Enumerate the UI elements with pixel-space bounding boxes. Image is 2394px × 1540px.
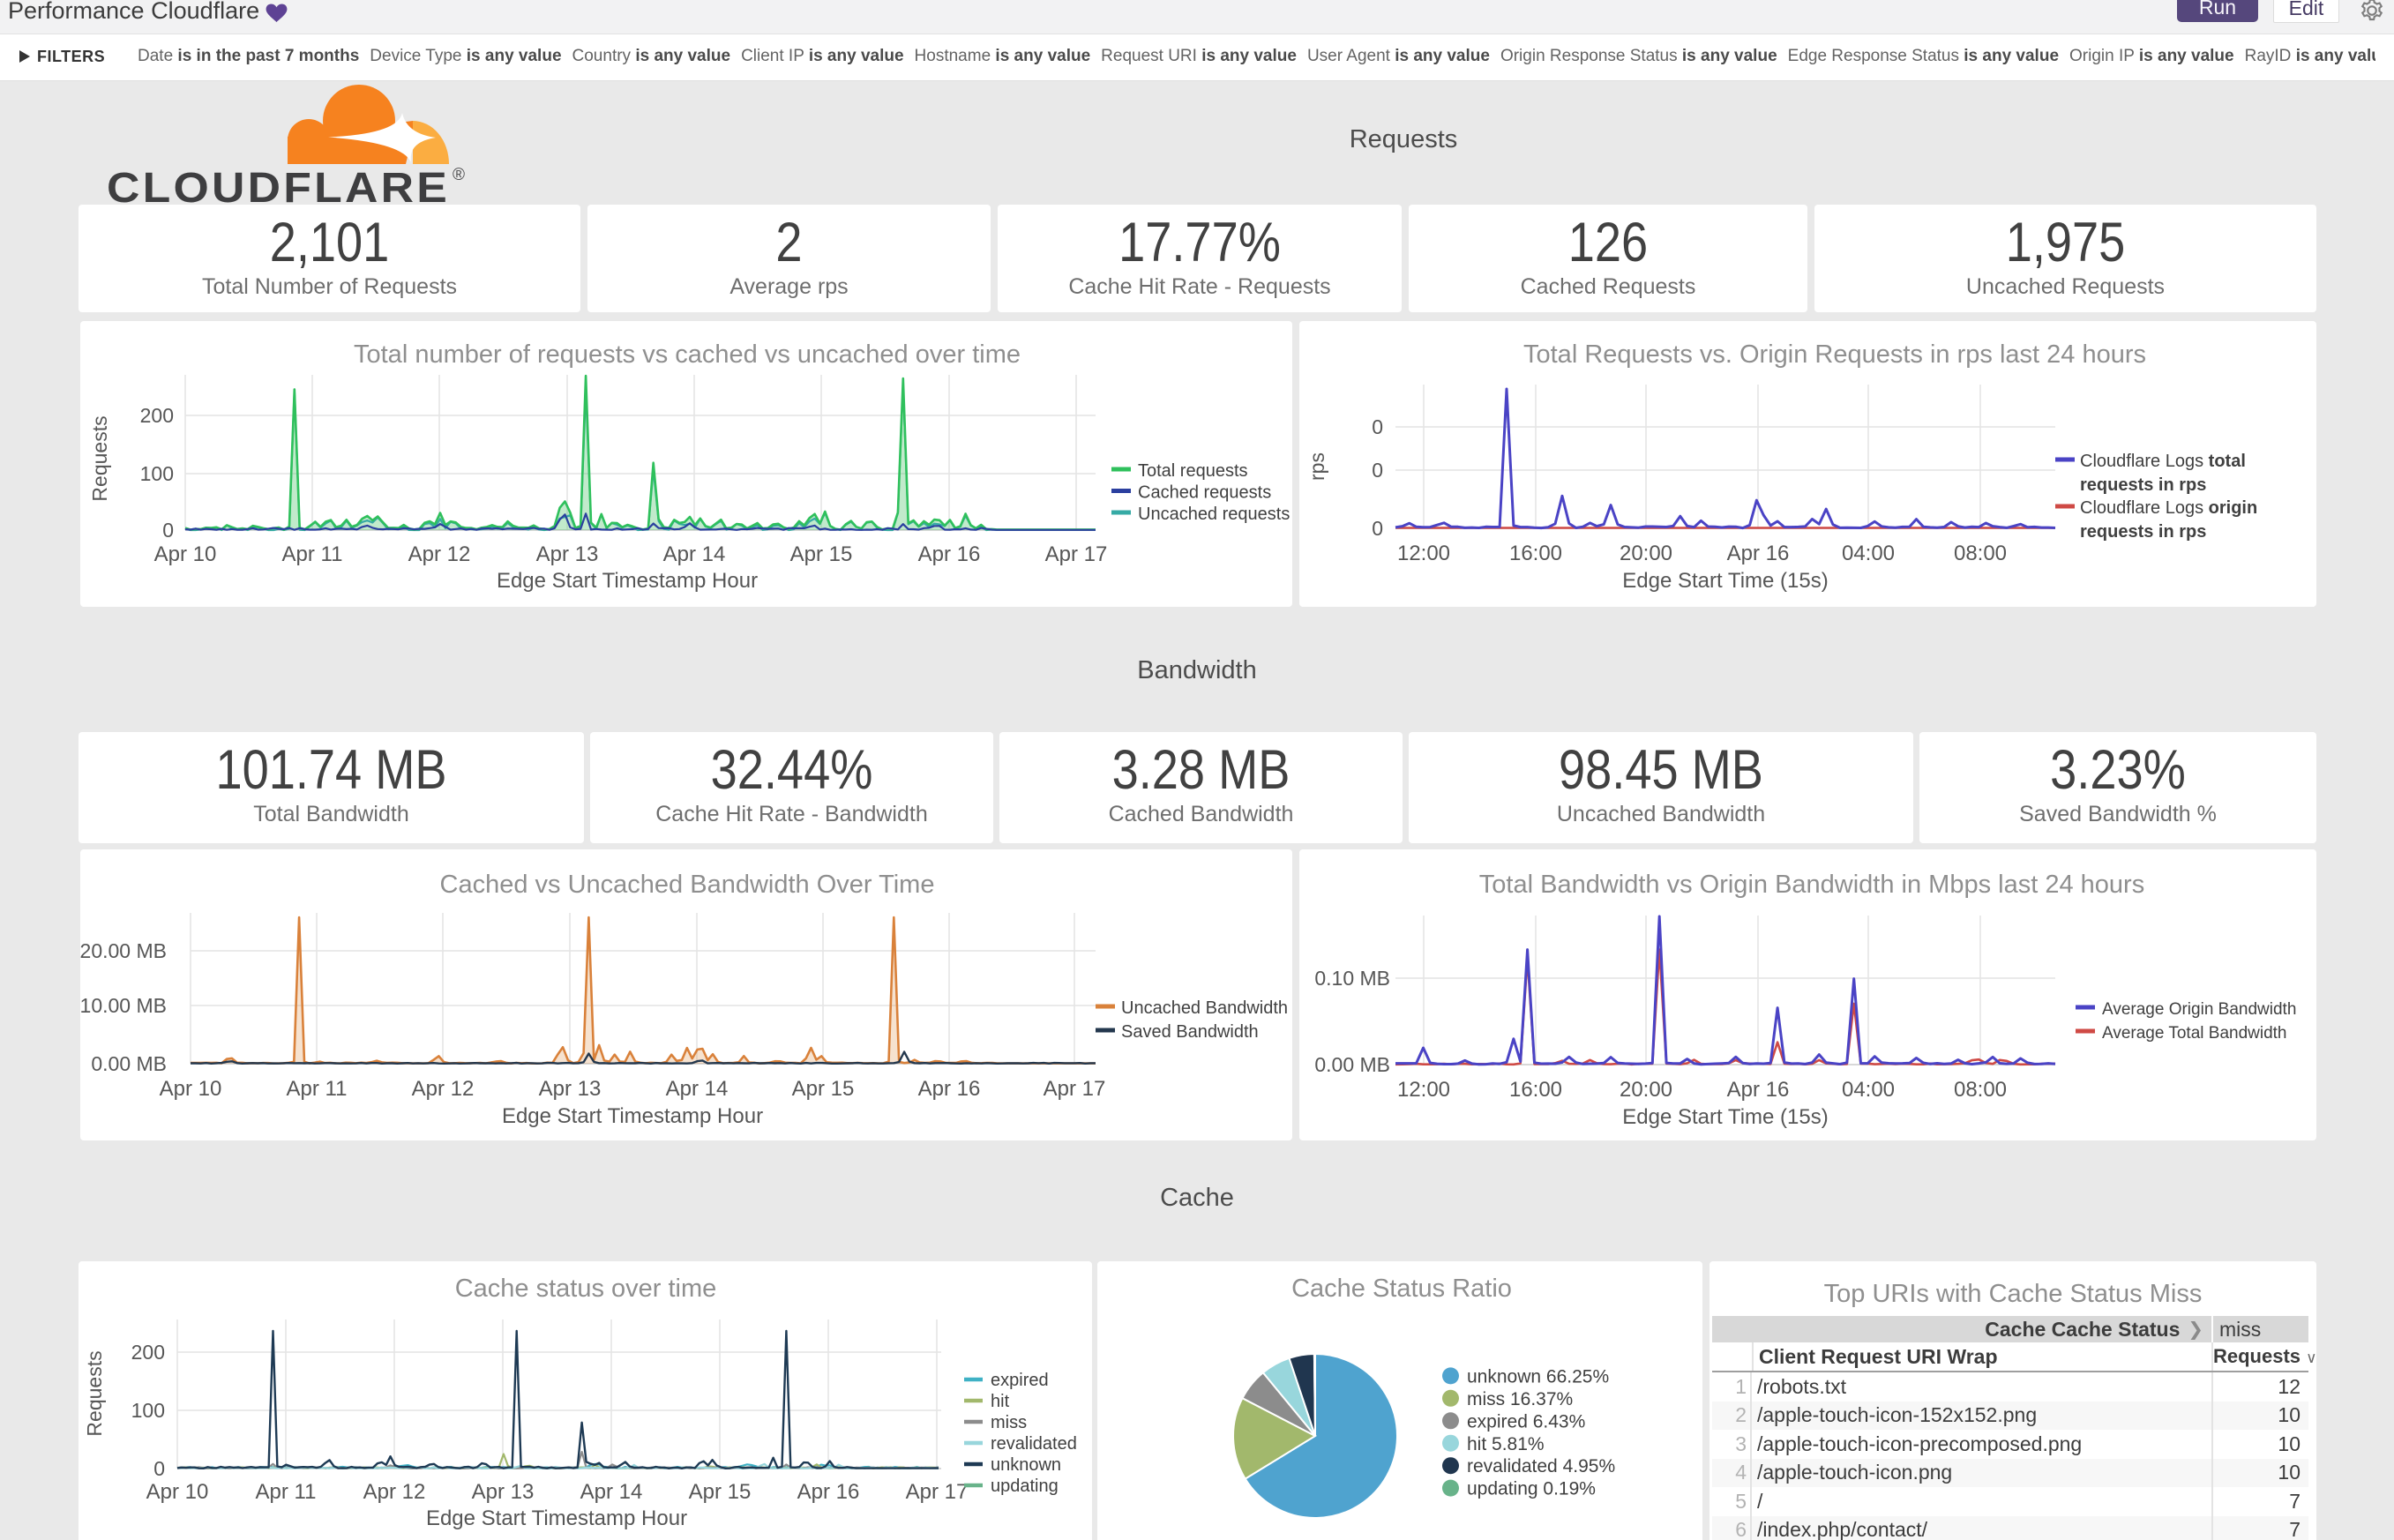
svg-text:Apr 13: Apr 13 <box>472 1480 535 1504</box>
svg-text:Apr 10: Apr 10 <box>146 1480 209 1504</box>
svg-text:Apr 11: Apr 11 <box>287 1077 348 1101</box>
svg-text:Apr 12: Apr 12 <box>408 542 471 566</box>
svg-text:Uncached Bandwidth: Uncached Bandwidth <box>1121 998 1288 1018</box>
svg-text:20.00 MB: 20.00 MB <box>80 939 167 962</box>
svg-text:Edge Start Timestamp Hour: Edge Start Timestamp Hour <box>497 569 758 593</box>
svg-text:Cloudflare Logs total: Cloudflare Logs total <box>2080 452 2246 471</box>
svg-text:Apr 12: Apr 12 <box>363 1480 426 1504</box>
svg-text:100: 100 <box>131 1399 165 1422</box>
svg-text:16:00: 16:00 <box>1509 1078 1562 1102</box>
svg-text:updating: updating <box>991 1476 1059 1496</box>
svg-text:Apr 10: Apr 10 <box>154 542 217 566</box>
svg-text:04:00: 04:00 <box>1842 1078 1895 1102</box>
svg-text:0: 0 <box>162 519 174 542</box>
svg-text:Apr 15: Apr 15 <box>790 542 853 566</box>
svg-text:Average Total Bandwidth: Average Total Bandwidth <box>2102 1024 2287 1043</box>
svg-text:Apr 17: Apr 17 <box>1045 542 1108 566</box>
svg-text:requests in rps: requests in rps <box>2080 475 2206 495</box>
svg-text:20:00: 20:00 <box>1620 542 1672 565</box>
svg-text:0: 0 <box>1372 459 1383 482</box>
svg-text:rps: rps <box>1305 452 1328 481</box>
svg-text:Cached requests: Cached requests <box>1138 483 1271 503</box>
svg-text:Edge Start Timestamp Hour: Edge Start Timestamp Hour <box>502 1104 763 1128</box>
svg-text:Apr 13: Apr 13 <box>539 1077 602 1101</box>
svg-text:10.00 MB: 10.00 MB <box>80 994 167 1017</box>
svg-text:Cache Status Ratio: Cache Status Ratio <box>1291 1275 1512 1303</box>
svg-text:Requests: Requests <box>88 415 111 501</box>
svg-text:Apr 14: Apr 14 <box>666 1077 729 1101</box>
svg-text:Total number of requests vs ca: Total number of requests vs cached vs un… <box>354 340 1021 369</box>
svg-text:unknown: unknown <box>991 1455 1061 1475</box>
svg-text:Average Origin Bandwidth: Average Origin Bandwidth <box>2102 1000 2296 1019</box>
svg-text:Apr 16: Apr 16 <box>1727 1078 1790 1102</box>
svg-text:20:00: 20:00 <box>1620 1078 1672 1102</box>
svg-text:Apr 16: Apr 16 <box>918 542 981 566</box>
svg-text:Apr 12: Apr 12 <box>412 1077 475 1101</box>
svg-text:Saved Bandwidth: Saved Bandwidth <box>1121 1022 1259 1042</box>
svg-text:100: 100 <box>140 462 174 485</box>
svg-text:miss: miss <box>991 1413 1027 1432</box>
svg-text:CLOUDFLARE: CLOUDFLARE <box>107 165 450 212</box>
svg-text:Apr 15: Apr 15 <box>689 1480 752 1504</box>
svg-text:Apr 16: Apr 16 <box>797 1480 860 1504</box>
svg-text:unknown 66.25%: unknown 66.25% <box>1467 1366 1609 1387</box>
svg-text:Apr 16: Apr 16 <box>918 1077 981 1101</box>
svg-text:Total Requests vs. Origin Requ: Total Requests vs. Origin Requests in rp… <box>1523 340 2146 369</box>
svg-text:hit 5.81%: hit 5.81% <box>1467 1434 1545 1454</box>
svg-text:Apr 11: Apr 11 <box>256 1480 317 1504</box>
svg-text:Apr 17: Apr 17 <box>1044 1077 1106 1101</box>
svg-text:hit: hit <box>991 1392 1010 1411</box>
svg-text:0: 0 <box>1372 415 1383 438</box>
svg-text:Cached vs Uncached Bandwidth O: Cached vs Uncached Bandwidth Over Time <box>440 871 935 899</box>
svg-text:08:00: 08:00 <box>1954 542 2007 565</box>
svg-text:revalidated 4.95%: revalidated 4.95% <box>1467 1456 1615 1476</box>
svg-text:Apr 17: Apr 17 <box>906 1480 969 1504</box>
svg-text:updating 0.19%: updating 0.19% <box>1467 1479 1596 1499</box>
svg-text:Cloudflare Logs origin: Cloudflare Logs origin <box>2080 498 2257 518</box>
svg-text:Apr 13: Apr 13 <box>536 542 599 566</box>
svg-text:Requests: Requests <box>83 1350 106 1436</box>
svg-text:Apr 10: Apr 10 <box>160 1077 222 1101</box>
svg-text:Uncached requests: Uncached requests <box>1138 505 1290 524</box>
svg-text:Apr 11: Apr 11 <box>282 542 343 566</box>
svg-text:200: 200 <box>140 404 174 427</box>
svg-text:expired: expired <box>991 1371 1049 1390</box>
svg-text:Apr 14: Apr 14 <box>663 542 726 566</box>
svg-text:0: 0 <box>1372 517 1383 540</box>
svg-text:Apr 15: Apr 15 <box>792 1077 855 1101</box>
svg-text:Edge Start Time (15s): Edge Start Time (15s) <box>1622 1105 1828 1129</box>
svg-text:0.00 MB: 0.00 MB <box>1314 1053 1390 1076</box>
svg-text:0.10 MB: 0.10 MB <box>1314 967 1390 990</box>
svg-text:expired 6.43%: expired 6.43% <box>1467 1411 1585 1432</box>
svg-text:revalidated: revalidated <box>991 1434 1077 1454</box>
svg-text:Edge Start Timestamp Hour: Edge Start Timestamp Hour <box>426 1506 687 1530</box>
svg-text:0.00 MB: 0.00 MB <box>91 1052 167 1075</box>
svg-text:12:00: 12:00 <box>1397 1078 1450 1102</box>
svg-text:12:00: 12:00 <box>1397 542 1450 565</box>
svg-text:04:00: 04:00 <box>1842 542 1895 565</box>
svg-text:Total Bandwidth vs Origin Band: Total Bandwidth vs Origin Bandwidth in M… <box>1479 871 2144 899</box>
svg-text:Edge Start Time (15s): Edge Start Time (15s) <box>1622 569 1828 593</box>
svg-text:16:00: 16:00 <box>1509 542 1562 565</box>
svg-text:requests in rps: requests in rps <box>2080 522 2206 542</box>
svg-text:Apr 16: Apr 16 <box>1727 542 1790 565</box>
svg-text:®: ® <box>453 166 465 184</box>
svg-text:Total requests: Total requests <box>1138 461 1248 481</box>
svg-text:miss 16.37%: miss 16.37% <box>1467 1389 1573 1409</box>
svg-text:0: 0 <box>153 1457 165 1480</box>
svg-text:Apr 14: Apr 14 <box>580 1480 643 1504</box>
svg-text:Cache status over time: Cache status over time <box>455 1275 717 1303</box>
svg-text:200: 200 <box>131 1341 165 1364</box>
svg-text:08:00: 08:00 <box>1954 1078 2007 1102</box>
